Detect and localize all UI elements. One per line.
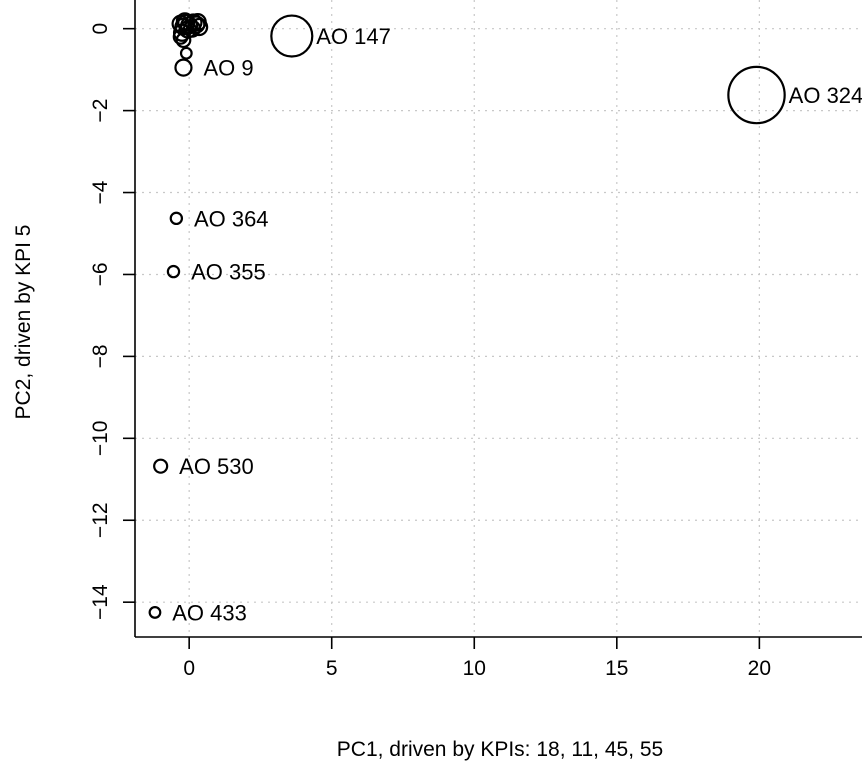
y-tick-label: −10 (89, 421, 112, 457)
y-tick-label: −6 (89, 262, 112, 286)
y-tick-label: −12 (89, 502, 112, 538)
data-point (169, 211, 184, 226)
x-axis: 0 5 10 15 20 (183, 637, 771, 680)
data-point (166, 264, 181, 279)
x-tick-label: 20 (748, 657, 771, 680)
y-tick-label: 0 (89, 23, 112, 35)
cluster-point (188, 13, 207, 32)
x-tick-label: 5 (326, 657, 338, 680)
data-point (727, 65, 786, 125)
y-axis-title: PC2, driven by KPI 5 (12, 225, 35, 420)
cluster-point (172, 28, 189, 45)
cluster-point (177, 13, 196, 33)
data-point (153, 458, 169, 474)
data-point (270, 14, 314, 58)
x-axis-title: PC1, driven by KPIs: 18, 11, 45, 55 (337, 738, 663, 761)
axes (134, 0, 862, 638)
point-label: AO 355 (191, 260, 266, 285)
cluster-point (175, 12, 194, 31)
cluster-point (179, 46, 193, 60)
y-axis: 0 −2 −4 −6 −8 −10 −12 −14 (89, 23, 135, 620)
point-label: AO 324 (789, 83, 862, 108)
x-tick-label: 15 (605, 657, 628, 680)
y-tick-label: −14 (89, 584, 112, 620)
data-point (174, 58, 193, 77)
y-tick-label: −2 (89, 99, 112, 123)
cluster-point (175, 32, 192, 49)
point-label: AO 530 (179, 454, 254, 479)
point-label: AO 364 (194, 206, 269, 231)
y-tick-label: −8 (89, 344, 112, 368)
point-label: AO 9 (203, 56, 253, 81)
y-tick-label: −4 (89, 180, 112, 204)
grid-lines (135, 0, 862, 637)
data-point (148, 606, 162, 619)
data-points: AO 147 AO 324 AO 9 AO 364 AO 355 AO 530 AO 433 (148, 12, 862, 625)
x-tick-label: 0 (183, 657, 195, 680)
x-tick-label: 10 (463, 657, 486, 680)
point-label: AO 147 (316, 24, 391, 49)
point-label: AO 433 (172, 600, 247, 625)
